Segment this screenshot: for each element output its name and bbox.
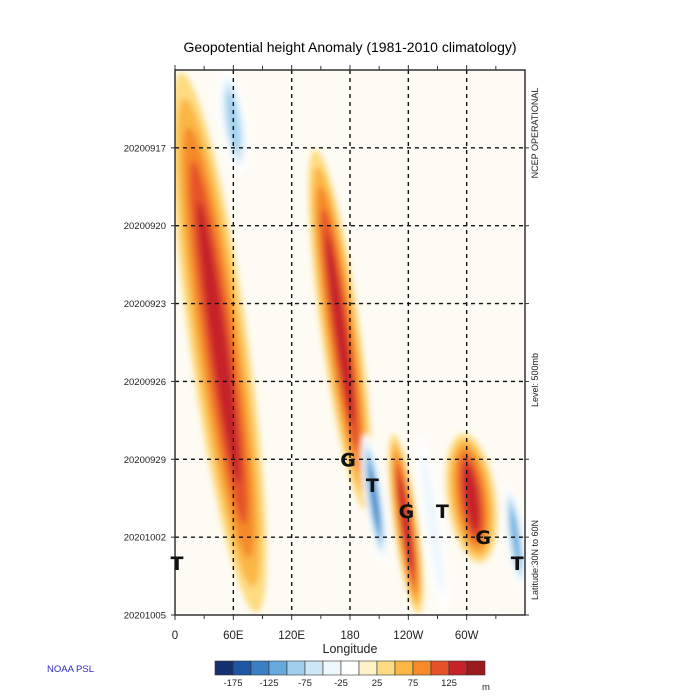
- y-axis: 20200917 20200920 20200923 20200926 20200929…: [124, 143, 529, 622]
- x-axis: 0 60E 120E 180 120W 60W: [172, 65, 497, 642]
- ridge-marker: G: [340, 449, 356, 471]
- x-axis-label: Longitude: [323, 642, 378, 656]
- source-label: NCEP OPERATIONAL: [530, 88, 540, 179]
- level-label: Level: 500mb: [530, 353, 540, 407]
- colorbar-swatch: [358, 660, 378, 676]
- colorbar-swatch: [286, 660, 306, 676]
- ridge-2-level-4: [326, 235, 355, 424]
- x-tick-label: 180: [340, 630, 359, 642]
- colorbar-tick-label: -175: [223, 678, 242, 689]
- colorbar-swatch: [268, 660, 288, 676]
- colorbar-tick-label: -75: [298, 678, 312, 689]
- y-tick-label: 20201005: [124, 611, 166, 622]
- x-tick-label: 60E: [223, 630, 244, 642]
- x-tick-label: 0: [172, 630, 178, 642]
- colorbar-swatch: [376, 660, 396, 676]
- y-tick-label: 20200926: [124, 377, 166, 388]
- x-tick-label: 120W: [393, 630, 423, 642]
- colorbar-units: m: [482, 682, 490, 693]
- grid: [175, 70, 525, 615]
- colorbar-swatch: [430, 660, 450, 676]
- colorbar-tick-label: 125: [441, 678, 457, 689]
- colorbar-tick-label: -25: [334, 678, 348, 689]
- colorbar-tick-label: 75: [408, 678, 419, 689]
- y-tick-label: 20200917: [124, 143, 166, 154]
- colorbar-swatch: [304, 660, 324, 676]
- colorbar-swatch: [340, 660, 360, 676]
- y-tick-label: 20200920: [124, 221, 166, 232]
- colorbar-tick-label: 25: [372, 678, 383, 689]
- trough-marker: T: [366, 475, 379, 497]
- colorbar-swatch: [448, 660, 468, 676]
- colorbar-swatch: [322, 660, 342, 676]
- colorbar-swatch: [412, 660, 432, 676]
- colorbar-swatch: [232, 660, 252, 676]
- trough-7-level-4: [510, 510, 520, 564]
- y-tick-label: 20201002: [124, 533, 166, 544]
- colorbar: -175 -125 -75 -25 25 75 125 m: [214, 660, 490, 693]
- noaa-psl-credit: NOAA PSL: [47, 664, 94, 675]
- trough-3-level-5: [369, 467, 380, 530]
- ridge-0-level-4: [197, 201, 241, 484]
- colorbar-swatch: [250, 660, 270, 676]
- trough-marker: T: [436, 501, 449, 523]
- x-tick-label: 120E: [278, 630, 305, 642]
- y-tick-label: 20200923: [124, 299, 166, 310]
- chart-title: Geopotential height Anomaly (1981-2010 c…: [183, 39, 516, 55]
- y-tick-label: 20200929: [124, 455, 166, 466]
- ridge-4-level-4: [398, 477, 414, 572]
- ridge-marker: G: [399, 501, 415, 523]
- colorbar-swatch: [466, 660, 486, 676]
- colorbar-swatch: [214, 660, 234, 676]
- x-tick-label: 60W: [455, 630, 479, 642]
- trough-5-level-1: [421, 454, 445, 594]
- trough-marker: T: [170, 553, 183, 575]
- ridge-marker: G: [475, 527, 491, 549]
- ridge-6-level-4: [463, 464, 480, 532]
- latitude-label: Latitude:30N to 60N: [530, 520, 540, 600]
- colorbar-swatch: [394, 660, 414, 676]
- trough-marker: T: [511, 553, 524, 575]
- colorbar-tick-label: -125: [259, 678, 278, 689]
